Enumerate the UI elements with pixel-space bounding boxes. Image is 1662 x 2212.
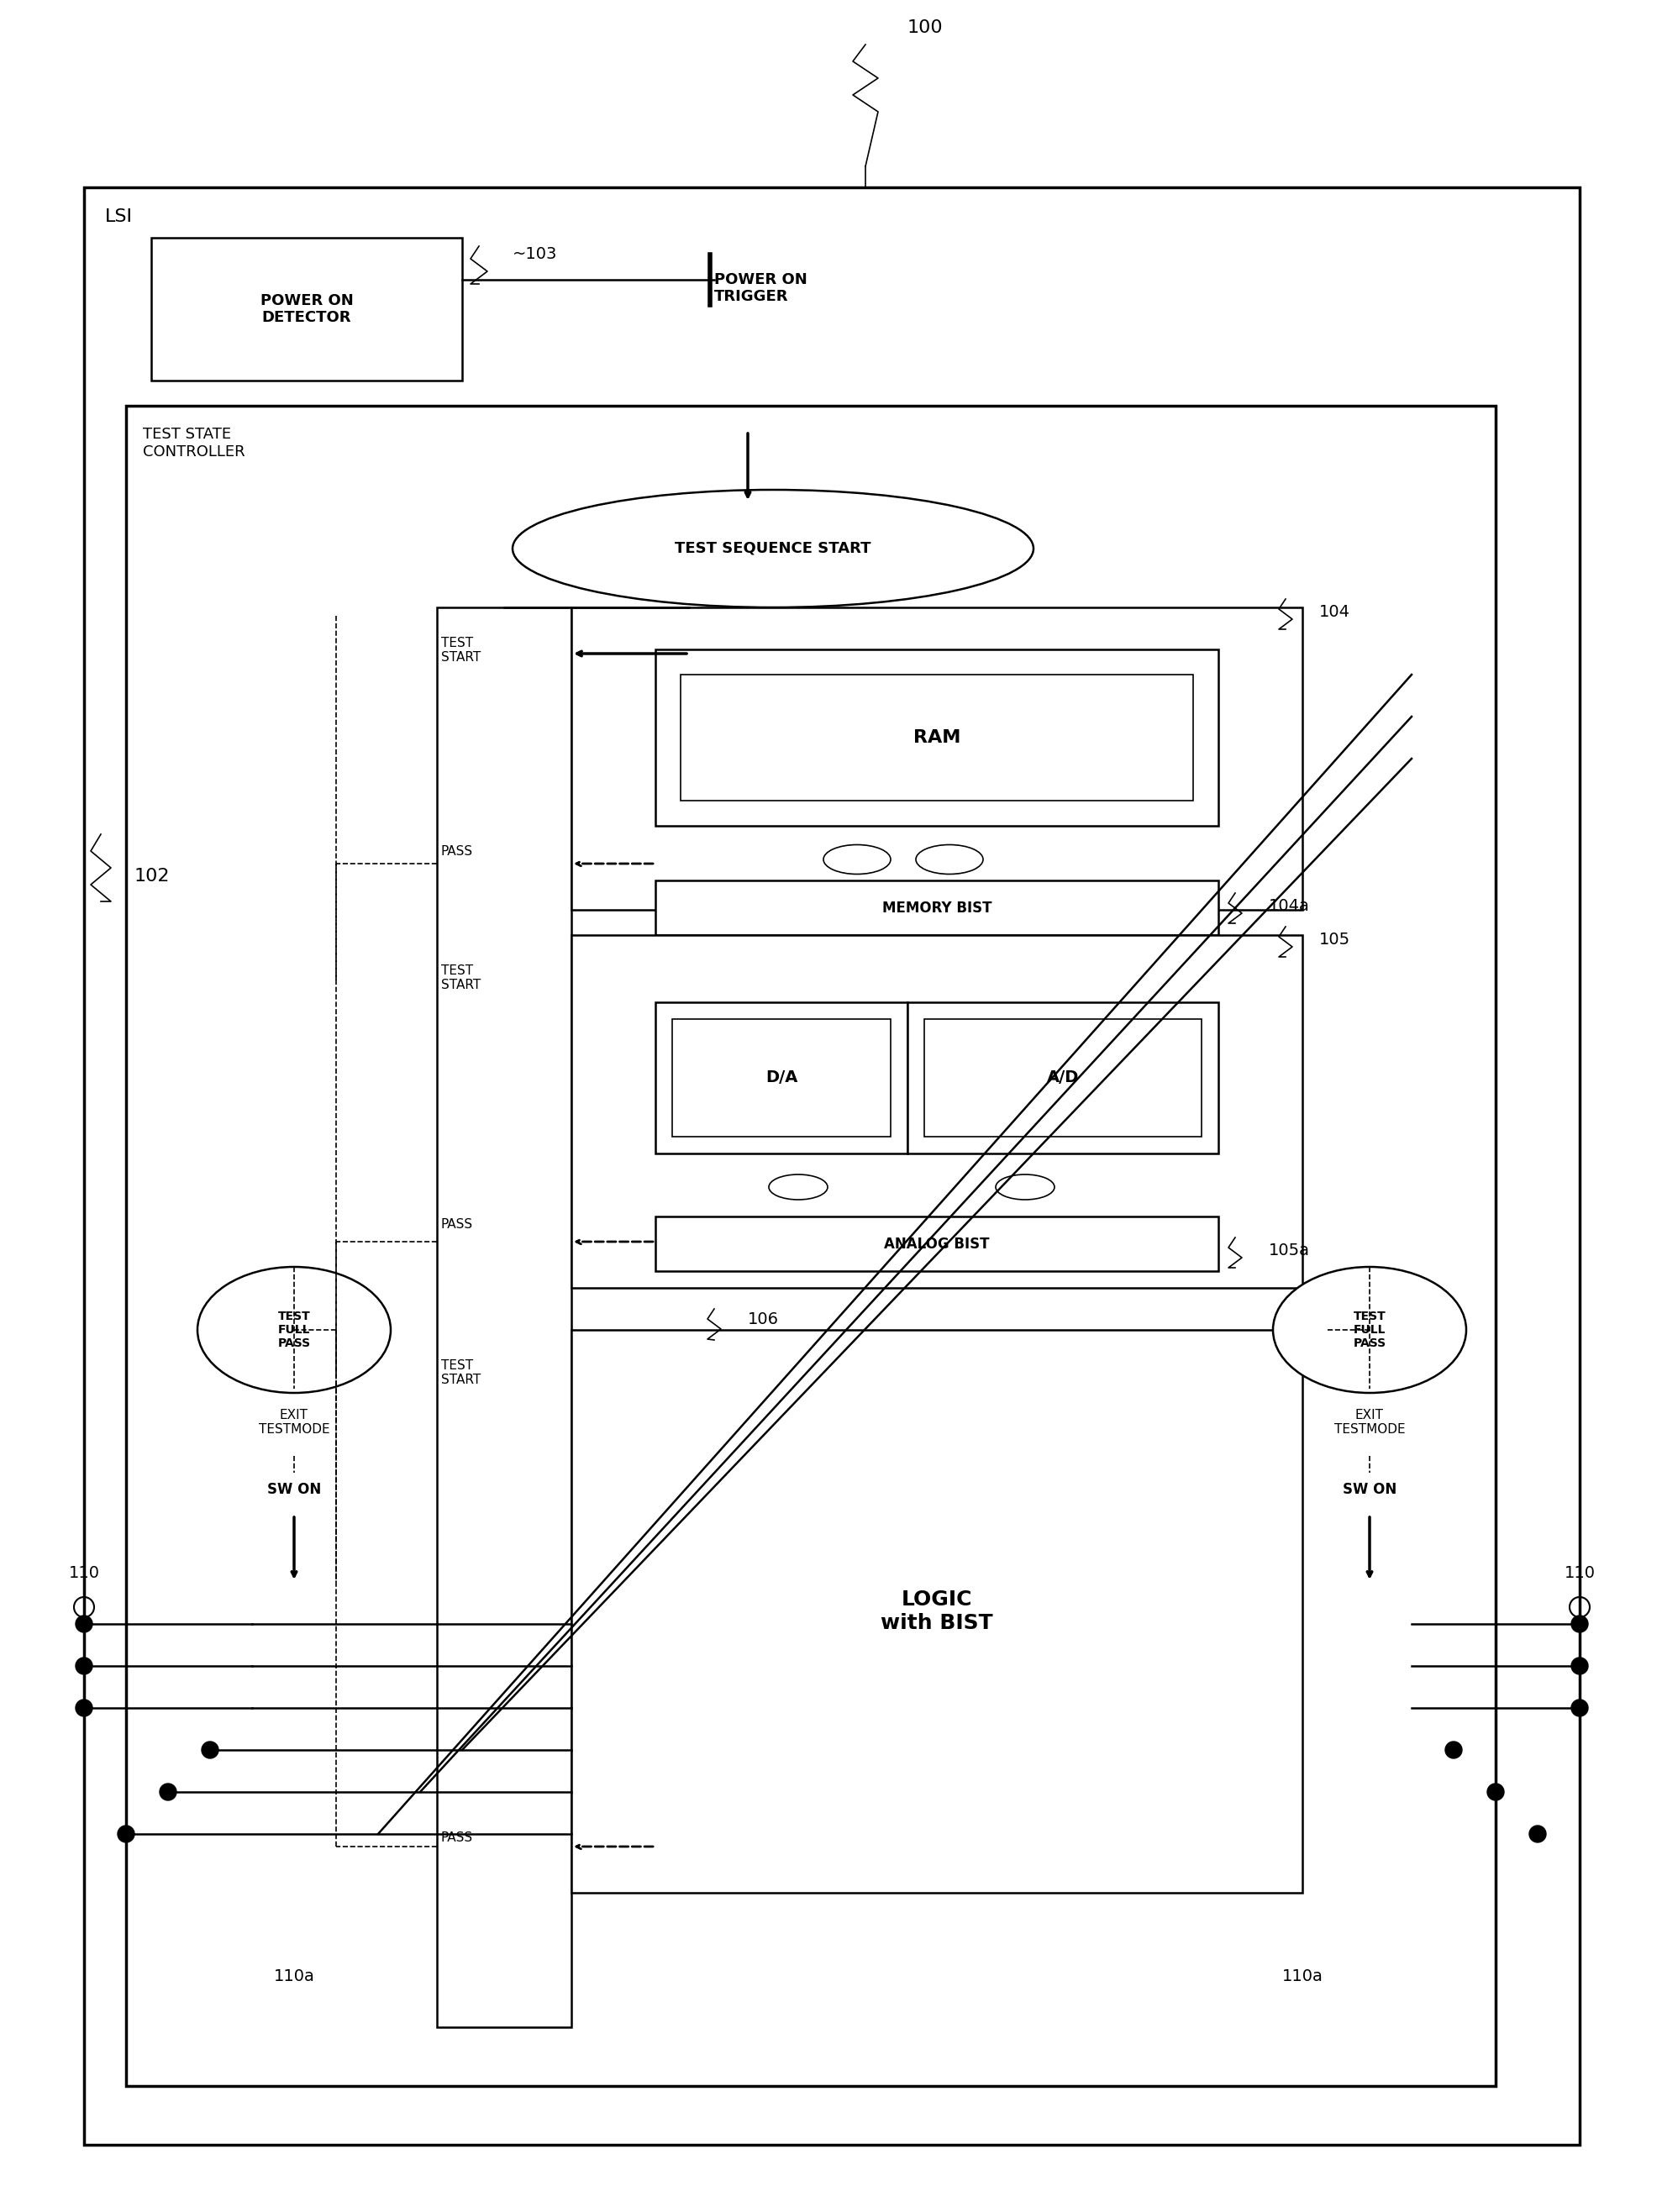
FancyBboxPatch shape [572,608,1303,909]
Ellipse shape [770,1175,828,1199]
Text: 110a: 110a [1281,1969,1323,1984]
Text: ~103: ~103 [512,246,557,263]
Circle shape [76,1699,93,1717]
Text: 105: 105 [1320,931,1350,947]
FancyBboxPatch shape [671,1020,891,1137]
FancyBboxPatch shape [572,1329,1303,1893]
Text: 106: 106 [748,1312,779,1327]
Text: 110: 110 [68,1566,100,1582]
Circle shape [201,1741,218,1759]
FancyBboxPatch shape [151,237,462,380]
Text: POWER ON
TRIGGER: POWER ON TRIGGER [715,272,808,305]
FancyBboxPatch shape [924,1020,1202,1137]
Text: PASS: PASS [440,1832,474,1845]
FancyBboxPatch shape [655,650,1218,825]
Circle shape [1571,1657,1589,1674]
Text: 110a: 110a [274,1969,314,1984]
Text: TEST
START: TEST START [440,637,480,664]
Ellipse shape [916,845,984,874]
FancyBboxPatch shape [655,1217,1218,1272]
Text: LOGIC
with BIST: LOGIC with BIST [881,1590,992,1632]
FancyBboxPatch shape [572,936,1303,1287]
FancyBboxPatch shape [681,675,1193,801]
Text: PASS: PASS [440,845,474,858]
Text: A/D: A/D [1047,1071,1079,1086]
Text: EXIT
TESTMODE: EXIT TESTMODE [259,1409,329,1436]
FancyBboxPatch shape [85,188,1579,2146]
Text: ANALOG BIST: ANALOG BIST [884,1237,989,1252]
Text: TEST
START: TEST START [440,1360,480,1387]
Circle shape [1571,1615,1589,1632]
Circle shape [76,1615,93,1632]
Ellipse shape [823,845,891,874]
Text: RAM: RAM [912,730,961,745]
Circle shape [118,1825,135,1843]
FancyBboxPatch shape [126,405,1496,2086]
Circle shape [1571,1699,1589,1717]
Text: POWER ON
DETECTOR: POWER ON DETECTOR [261,292,354,325]
Ellipse shape [198,1267,391,1394]
Text: TEST
FULL
PASS: TEST FULL PASS [278,1310,311,1349]
Text: PASS: PASS [440,1219,474,1232]
Text: TEST SEQUENCE START: TEST SEQUENCE START [675,542,871,555]
Text: 104: 104 [1320,604,1350,619]
Text: SW ON: SW ON [1343,1482,1396,1498]
Text: 104a: 104a [1268,898,1310,914]
FancyBboxPatch shape [655,1002,907,1152]
FancyBboxPatch shape [437,608,572,2026]
Ellipse shape [996,1175,1054,1199]
Circle shape [1446,1741,1463,1759]
FancyBboxPatch shape [655,880,1218,936]
Text: TEST STATE
CONTROLLER: TEST STATE CONTROLLER [143,427,244,460]
Text: MEMORY BIST: MEMORY BIST [883,900,992,916]
Text: 102: 102 [135,867,170,885]
FancyBboxPatch shape [907,1002,1218,1152]
Circle shape [1529,1825,1546,1843]
Text: 100: 100 [907,20,944,35]
Text: TEST
FULL
PASS: TEST FULL PASS [1353,1310,1386,1349]
Text: SW ON: SW ON [268,1482,321,1498]
Text: TEST
START: TEST START [440,964,480,991]
Ellipse shape [1273,1267,1466,1394]
Text: EXIT
TESTMODE: EXIT TESTMODE [1335,1409,1404,1436]
Circle shape [1487,1783,1504,1801]
Text: 110: 110 [1564,1566,1596,1582]
Text: D/A: D/A [765,1071,798,1086]
Text: 105a: 105a [1268,1243,1310,1259]
Ellipse shape [512,489,1034,608]
Circle shape [160,1783,176,1801]
Text: LSI: LSI [105,208,133,226]
Circle shape [76,1657,93,1674]
